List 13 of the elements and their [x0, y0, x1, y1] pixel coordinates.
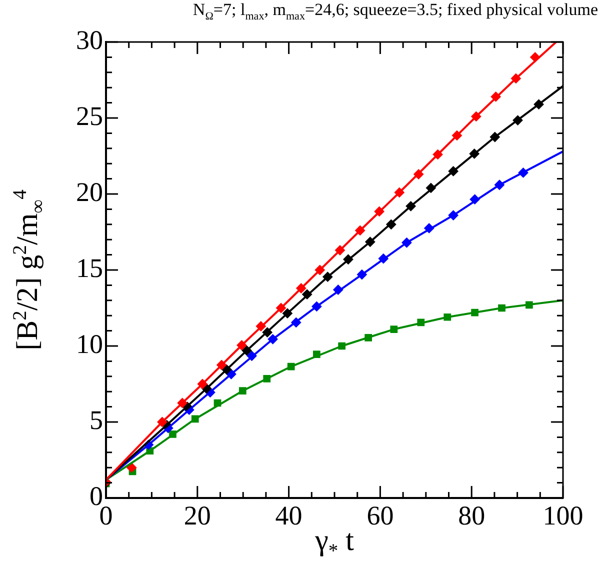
x-tick-label: 100 — [542, 500, 584, 530]
x-tick-label: 20 — [184, 500, 211, 530]
x-tick-label: 80 — [458, 500, 486, 530]
y-tick-label: 5 — [90, 405, 103, 436]
y-tick-label: 20 — [76, 177, 103, 208]
x-tick-label: 40 — [275, 500, 302, 530]
y-tick-label: 15 — [76, 253, 103, 284]
y-tick-label: 10 — [76, 329, 103, 360]
y-tick-label: 25 — [76, 101, 103, 132]
chart-title: N$_{Ω}$=7; l$_{max}$, m$_{max}$=24,6; squeeze=3.5; fixed physical volume — [192, 0, 598, 22]
x-axis-title: γ$_{*}$ t — [315, 524, 354, 562]
y-tick-label: 30 — [76, 25, 103, 56]
x-tick-label: 60 — [366, 500, 394, 530]
